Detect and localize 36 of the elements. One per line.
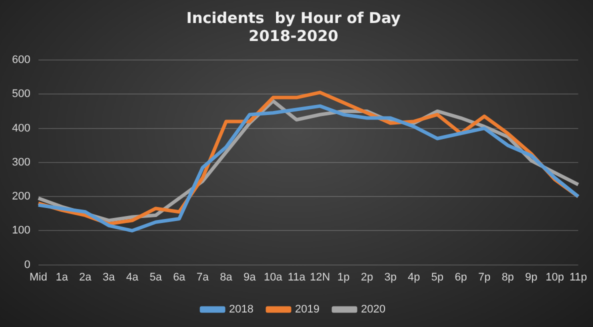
chart-title: Incidents by Hour of Day [186,8,401,27]
x-tick-label: 5a [150,271,163,284]
x-tick-label: Mid [29,271,48,284]
x-tick-label: 6a [173,271,186,284]
x-tick-label: 3a [102,271,116,284]
y-tick-label: 600 [12,54,30,66]
x-tick-label: 4a [126,271,140,284]
legend-label: 2019 [295,304,320,316]
x-tick-label: 12N [310,271,330,284]
x-tick-label: 11a [288,271,306,284]
legend-label: 2018 [229,304,254,316]
x-tick-label: 2p [360,271,374,284]
x-tick-label: 6p [454,271,467,284]
y-tick-label: 100 [12,224,30,237]
x-tick-label: 7a [196,271,210,284]
x-tick-label: 4p [408,271,420,284]
y-tick-label: 0 [24,258,30,271]
x-tick-label: 8p [502,271,514,284]
y-tick-label: 200 [12,190,30,203]
legend-label: 2020 [360,304,386,316]
x-tick-label: 9p [525,271,538,284]
x-tick-label: 10p [546,271,564,284]
y-tick-label: 500 [12,88,30,100]
x-tick-label: 11p [569,271,588,284]
x-tick-label: 9a [243,271,257,284]
x-tick-label: 1p [337,271,350,284]
x-tick-label: 8a [220,271,234,284]
x-tick-label: 2a [79,271,92,284]
chart-subtitle: 2018-2020 [248,26,338,45]
y-tick-label: 400 [12,122,30,134]
x-tick-label: 5p [431,271,444,284]
x-tick-label: 10a [264,271,284,284]
x-tick-label: 1a [56,271,69,284]
x-tick-label: 3p [384,271,397,284]
y-tick-label: 300 [12,156,30,168]
x-tick-label: 7p [478,271,490,284]
